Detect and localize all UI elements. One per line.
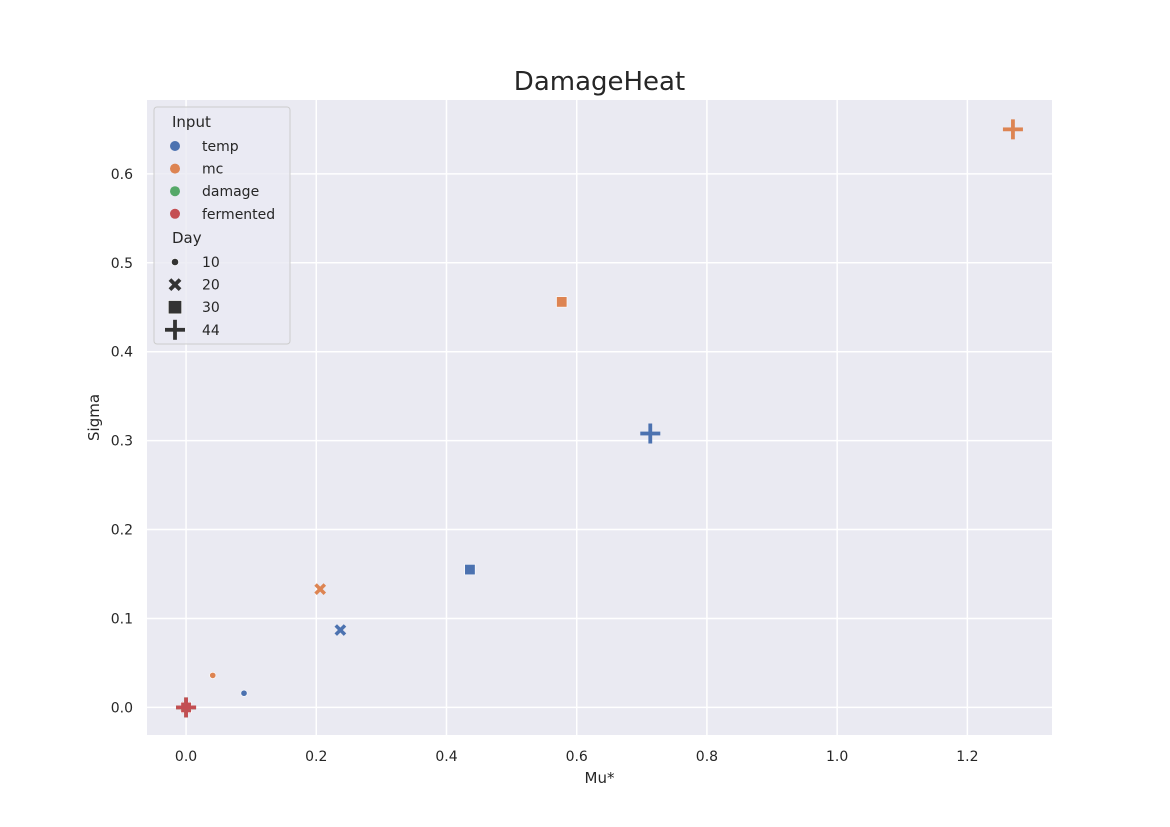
data-point-mc-day-44 xyxy=(1002,119,1023,140)
legend-label-mc: mc xyxy=(202,162,223,178)
legend-label-day-10: 10 xyxy=(202,255,220,271)
y-tick-label: 0.5 xyxy=(111,256,133,272)
legend-swatch-damage xyxy=(170,186,180,197)
legend-swatch-mc xyxy=(170,163,180,174)
y-tick-label: 0.1 xyxy=(111,611,133,627)
y-tick-label: 0.4 xyxy=(111,345,133,361)
legend-marker-day-30 xyxy=(168,300,182,315)
x-tick-label: 0.2 xyxy=(305,749,327,765)
y-tick-label: 0.3 xyxy=(111,434,133,450)
x-tick-label: 1.0 xyxy=(826,749,848,765)
data-point-temp-day-20 xyxy=(334,624,347,636)
data-point-fermented-day-44 xyxy=(176,697,197,718)
legend-swatch-temp xyxy=(170,141,180,151)
x-tick-label: 0.8 xyxy=(696,749,718,765)
legend-title-input: Input xyxy=(172,113,211,131)
legend-label-day-30: 30 xyxy=(202,300,220,316)
legend-label-damage: damage xyxy=(202,184,259,200)
legend-day-entries: 10 20 30 44 xyxy=(165,255,220,340)
plot-area xyxy=(147,100,1052,735)
legend-label-temp: temp xyxy=(202,139,239,155)
data-point-temp-day-44 xyxy=(640,423,661,444)
legend-input-entries: temp mc damage fermented xyxy=(170,139,275,223)
data-points xyxy=(176,119,1023,718)
x-axis-label: Mu* xyxy=(585,769,615,787)
x-tick-label: 1.2 xyxy=(956,749,978,765)
y-tick-label: 0.2 xyxy=(111,523,133,539)
x-tick-label: 0.6 xyxy=(566,749,588,765)
x-tick-label: 0.0 xyxy=(175,749,197,765)
legend-frame xyxy=(153,106,291,345)
x-tick-label: 0.4 xyxy=(435,749,457,765)
y-tick-label: 0.6 xyxy=(111,167,133,183)
data-point-temp-day-30 xyxy=(464,564,476,576)
legend-label-day-44: 44 xyxy=(202,323,220,339)
y-axis-label: Sigma xyxy=(85,394,103,441)
grid xyxy=(147,100,1052,735)
y-tick-label: 0.0 xyxy=(111,700,133,716)
legend-title-day: Day xyxy=(172,229,202,247)
x-tick-labels: 0.0 0.2 0.4 0.6 0.8 1.0 1.2 xyxy=(175,749,979,765)
data-point-mc-day-10 xyxy=(209,671,217,679)
chart-title: DamageHeat xyxy=(514,67,685,97)
legend: Input temp mc damage fermented Day 10 20 30 44 xyxy=(153,106,291,345)
legend-marker-day-44 xyxy=(165,319,185,340)
data-point-mc-day-20 xyxy=(314,583,327,596)
legend-swatch-fermented xyxy=(170,208,180,219)
legend-label-fermented: fermented xyxy=(202,207,275,223)
legend-label-day-20: 20 xyxy=(202,278,220,294)
data-point-mc-day-30 xyxy=(556,296,568,308)
legend-marker-day-10 xyxy=(171,258,179,266)
y-tick-labels: 0.0 0.1 0.2 0.3 0.4 0.5 0.6 xyxy=(111,167,133,717)
legend-marker-day-20 xyxy=(168,278,182,291)
data-point-temp-day-10 xyxy=(240,689,248,697)
